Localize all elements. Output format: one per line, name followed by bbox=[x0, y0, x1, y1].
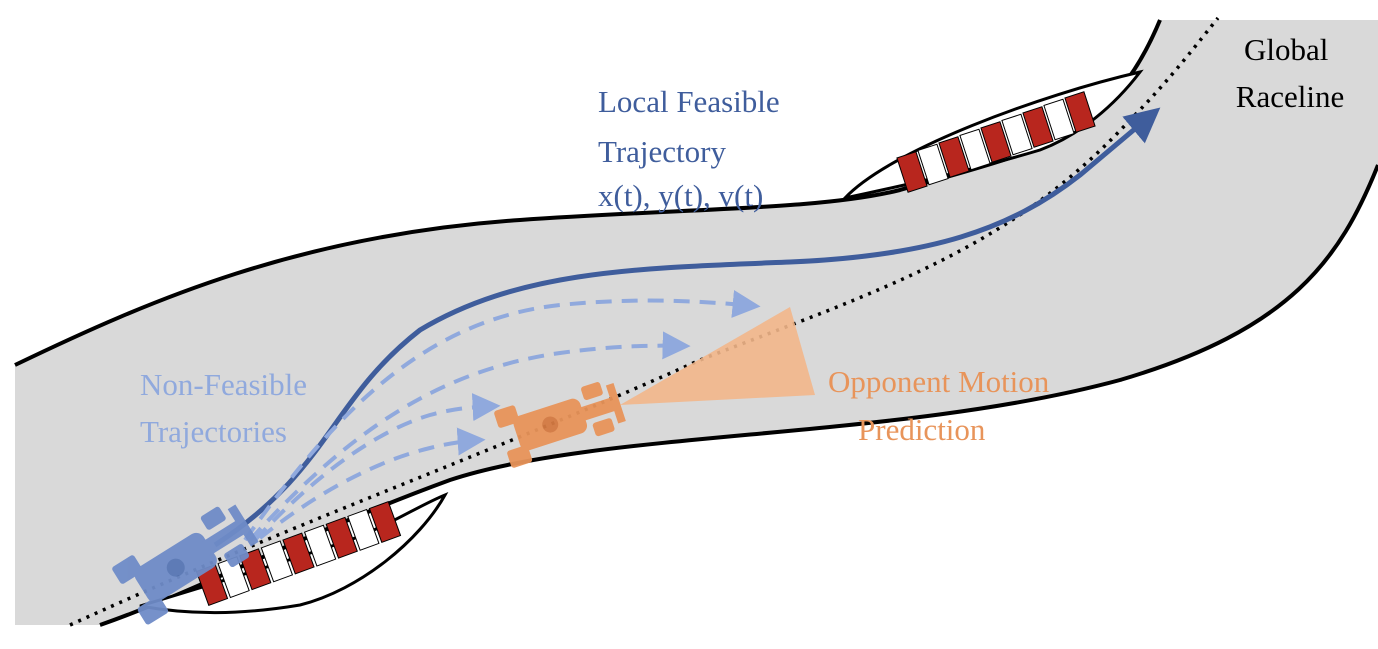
kerb-stripe bbox=[1001, 113, 1033, 156]
global-raceline-line1: Global bbox=[1244, 32, 1328, 67]
kerb-stripe bbox=[1064, 91, 1096, 133]
lower-kerb-stripes bbox=[195, 501, 402, 606]
kerb-stripe bbox=[980, 121, 1012, 163]
kerb-stripe bbox=[260, 540, 294, 583]
local-feasible-line2: Trajectory bbox=[598, 134, 726, 169]
kerb-stripe bbox=[303, 524, 337, 567]
local-feasible-line3: x(t), y(t), v(t) bbox=[598, 178, 763, 213]
non-feasible-trajectory-2 bbox=[248, 331, 691, 542]
non-feasible-trajectory-1 bbox=[243, 290, 761, 542]
non-feasible-line2: Trajectories bbox=[140, 414, 287, 449]
global-raceline-label: Global Raceline bbox=[1236, 32, 1344, 114]
opponent-line2: Prediction bbox=[858, 412, 986, 447]
kerb-stripe bbox=[347, 508, 380, 551]
ego-car bbox=[112, 504, 259, 625]
kerb-stripe bbox=[896, 151, 928, 193]
kerb-stripe bbox=[938, 136, 970, 178]
kerb-stripe bbox=[917, 143, 949, 186]
local-feasible-line1: Local Feasible bbox=[598, 84, 780, 119]
non-feasible-trajectory-3 bbox=[253, 393, 501, 542]
prediction-cone bbox=[620, 307, 815, 405]
non-feasible-trajectory-4 bbox=[258, 427, 486, 540]
kerb-stripe bbox=[1043, 98, 1075, 141]
upper-kerb-stripes bbox=[896, 91, 1096, 193]
opponent-car bbox=[494, 382, 626, 468]
opponent-label: Opponent Motion Prediction bbox=[828, 364, 1057, 447]
kerb-stripe bbox=[368, 501, 402, 543]
non-feasible-label: Non-Feasible Trajectories bbox=[140, 367, 315, 449]
kerb-stripe bbox=[325, 516, 358, 559]
opponent-line1: Opponent Motion bbox=[828, 364, 1050, 399]
local-feasible-label: Local Feasible Trajectory x(t), y(t), v(… bbox=[598, 84, 787, 213]
global-raceline-line2: Raceline bbox=[1236, 79, 1344, 114]
kerb-stripe bbox=[959, 128, 991, 171]
non-feasible-line1: Non-Feasible bbox=[140, 367, 307, 402]
kerb-stripe bbox=[239, 548, 272, 591]
kerb-stripe bbox=[282, 532, 315, 575]
kerb-stripe bbox=[1022, 106, 1054, 148]
